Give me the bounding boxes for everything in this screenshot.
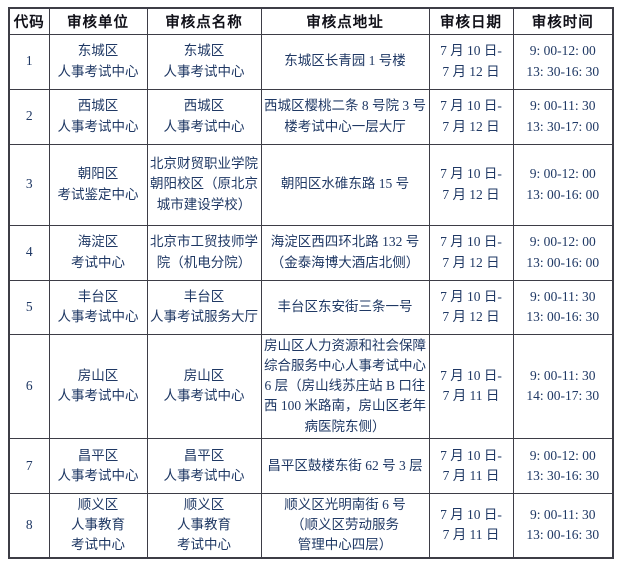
review-points-table: 代码 审核单位 审核点名称 审核点地址 审核日期 审核时间 1 东城区 人事考试…	[8, 7, 614, 559]
cell-code: 1	[8, 33, 50, 90]
cell-time: 9: 00-11: 30 13: 00-16: 30	[512, 279, 614, 335]
header-address: 审核点地址	[260, 7, 430, 35]
cell-date: 7 月 10 日- 7 月 11 日	[428, 333, 514, 439]
cell-name: 北京财贸职业学院 朝阳校区（原北京 城市建设学校）	[146, 143, 262, 226]
cell-time: 9: 00-12: 00 13: 30-16: 30	[512, 33, 614, 90]
cell-date: 7 月 10 日- 7 月 12 日	[428, 224, 514, 281]
cell-unit: 朝阳区 考试鉴定中心	[48, 143, 148, 226]
cell-date: 7 月 10 日- 7 月 12 日	[428, 279, 514, 335]
cell-time: 9: 00-11: 30 14: 00-17: 30	[512, 333, 614, 439]
table-row: 2 西城区 人事考试中心 西城区 人事考试中心 西城区樱桃二条 8 号院 3 号…	[8, 88, 614, 145]
header-time: 审核时间	[512, 7, 614, 35]
cell-date: 7 月 10 日- 7 月 12 日	[428, 88, 514, 145]
header-name: 审核点名称	[146, 7, 262, 35]
cell-unit: 昌平区 人事考试中心	[48, 437, 148, 494]
cell-unit: 丰台区 人事考试中心	[48, 279, 148, 335]
table-row: 5 丰台区 人事考试中心 丰台区 人事考试服务大厅 丰台区东安街三条一号 7 月…	[8, 279, 614, 335]
table-row: 4 海淀区 考试中心 北京市工贸技师学 院（机电分院） 海淀区西四环北路 132…	[8, 224, 614, 281]
table-row: 3 朝阳区 考试鉴定中心 北京财贸职业学院 朝阳校区（原北京 城市建设学校） 朝…	[8, 143, 614, 226]
header-code: 代码	[8, 7, 50, 35]
cell-name: 丰台区 人事考试服务大厅	[146, 279, 262, 335]
cell-name: 东城区 人事考试中心	[146, 33, 262, 90]
cell-address: 顺义区光明南街 6 号 （顺义区劳动服务 管理中心四层）	[260, 492, 430, 559]
table-row: 8 顺义区 人事教育 考试中心 顺义区 人事教育 考试中心 顺义区光明南街 6 …	[8, 492, 614, 559]
cell-time: 9: 00-12: 00 13: 00-16: 00	[512, 224, 614, 281]
cell-time: 9: 00-12: 00 13: 30-16: 30	[512, 437, 614, 494]
cell-address: 西城区樱桃二条 8 号院 3 号 楼考试中心一层大厅	[260, 88, 430, 145]
cell-unit: 海淀区 考试中心	[48, 224, 148, 281]
cell-address: 朝阳区水碓东路 15 号	[260, 143, 430, 226]
cell-unit: 顺义区 人事教育 考试中心	[48, 492, 148, 559]
cell-unit: 西城区 人事考试中心	[48, 88, 148, 145]
cell-name: 房山区 人事考试中心	[146, 333, 262, 439]
cell-name: 昌平区 人事考试中心	[146, 437, 262, 494]
cell-time: 9: 00-11: 30 13: 00-16: 30	[512, 492, 614, 559]
cell-code: 5	[8, 279, 50, 335]
header-date: 审核日期	[428, 7, 514, 35]
cell-time: 9: 00-11: 30 13: 30-17: 00	[512, 88, 614, 145]
cell-code: 8	[8, 492, 50, 559]
cell-code: 7	[8, 437, 50, 494]
cell-code: 2	[8, 88, 50, 145]
cell-date: 7 月 10 日- 7 月 11 日	[428, 492, 514, 559]
cell-address: 房山区人力资源和社会保障 综合服务中心人事考试中心 6 层（房山线苏庄站 B 口…	[260, 333, 430, 439]
cell-code: 3	[8, 143, 50, 226]
cell-unit: 东城区 人事考试中心	[48, 33, 148, 90]
cell-time: 9: 00-12: 00 13: 00-16: 00	[512, 143, 614, 226]
cell-name: 北京市工贸技师学 院（机电分院）	[146, 224, 262, 281]
cell-address: 丰台区东安街三条一号	[260, 279, 430, 335]
cell-address: 昌平区鼓楼东街 62 号 3 层	[260, 437, 430, 494]
cell-address: 东城区长青园 1 号楼	[260, 33, 430, 90]
table-row: 6 房山区 人事考试中心 房山区 人事考试中心 房山区人力资源和社会保障 综合服…	[8, 333, 614, 439]
header-unit: 审核单位	[48, 7, 148, 35]
cell-name: 西城区 人事考试中心	[146, 88, 262, 145]
cell-date: 7 月 10 日- 7 月 12 日	[428, 33, 514, 90]
cell-address: 海淀区西四环北路 132 号 （金泰海博大酒店北侧）	[260, 224, 430, 281]
cell-name: 顺义区 人事教育 考试中心	[146, 492, 262, 559]
cell-code: 6	[8, 333, 50, 439]
cell-unit: 房山区 人事考试中心	[48, 333, 148, 439]
table-row: 1 东城区 人事考试中心 东城区 人事考试中心 东城区长青园 1 号楼 7 月 …	[8, 33, 614, 90]
cell-date: 7 月 10 日- 7 月 12 日	[428, 143, 514, 226]
cell-date: 7 月 10 日- 7 月 11 日	[428, 437, 514, 494]
table-row: 7 昌平区 人事考试中心 昌平区 人事考试中心 昌平区鼓楼东街 62 号 3 层…	[8, 437, 614, 494]
cell-code: 4	[8, 224, 50, 281]
header-row: 代码 审核单位 审核点名称 审核点地址 审核日期 审核时间	[8, 7, 614, 35]
